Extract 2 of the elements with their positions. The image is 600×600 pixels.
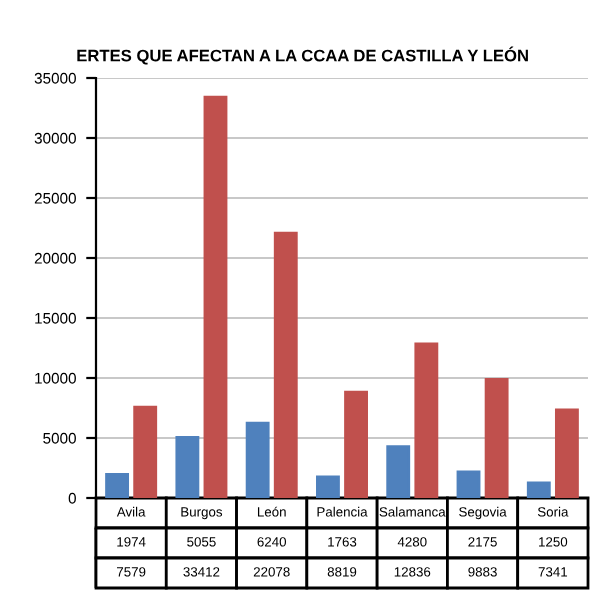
chart-title: ERTES QUE AFECTAN A LA CCAA DE CASTILLA Y LEÓN bbox=[77, 46, 528, 65]
bar bbox=[526, 481, 551, 498]
